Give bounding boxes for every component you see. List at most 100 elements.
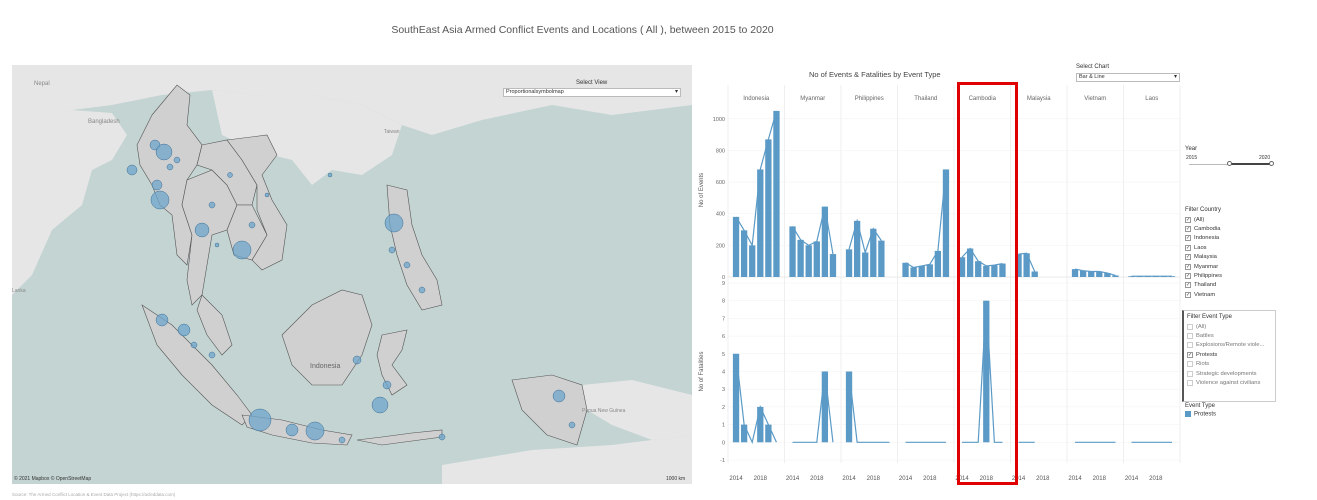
- event-type-option-label: Strategic developments: [1196, 370, 1257, 377]
- fatalities-bar: [740, 424, 748, 443]
- fatalities-y-tick: 6: [722, 334, 725, 340]
- vietnam: [226, 134, 288, 271]
- events-line: [735, 110, 778, 248]
- event-type-option[interactable]: ✓ Protests: [1187, 350, 1275, 359]
- event-type-option[interactable]: Explosions/Remote viole...: [1187, 341, 1275, 350]
- event-type-checkbox[interactable]: [1187, 361, 1193, 368]
- event-type-checkbox[interactable]: [1187, 323, 1193, 330]
- borneo: [281, 289, 373, 386]
- fatalities-y-tick: 0: [722, 440, 725, 446]
- legend-swatch: [1185, 411, 1191, 417]
- fatalities-bar: [983, 300, 990, 443]
- event-type-option[interactable]: (All): [1187, 322, 1275, 331]
- filter-country: Filter Country ✓ (All) ✓ Cambodia ✓ Indonesia…: [1185, 207, 1275, 300]
- label-taiwan: Taiwan: [384, 129, 400, 135]
- country-checkbox[interactable]: ✓: [1185, 244, 1191, 251]
- events-bar: [1088, 271, 1095, 277]
- events-bar: [1079, 270, 1087, 277]
- year-slider[interactable]: Year 2015 2020: [1185, 146, 1275, 166]
- country-header: Laos: [1145, 96, 1158, 102]
- country-header: Philippines: [855, 96, 884, 102]
- events-bar: [934, 250, 942, 277]
- events-bar: [821, 206, 829, 277]
- events-bar: [732, 216, 740, 277]
- philippines: [386, 184, 443, 311]
- map-canvas[interactable]: Nepal Bangladesh Taiwan Lanka Indonesia …: [12, 65, 692, 484]
- country-option[interactable]: ✓ Vietnam: [1185, 290, 1275, 299]
- select-chart-label: Select Chart: [1076, 64, 1110, 70]
- events-bar: [805, 245, 812, 277]
- event-type-option-label: Explosions/Remote viole...: [1196, 342, 1265, 349]
- events-bar: [1096, 271, 1103, 277]
- select-view-dropdown[interactable]: Proportionalsymbolmap: [503, 88, 681, 97]
- events-y-tick: 1000: [713, 117, 725, 123]
- country-option[interactable]: ✓ (All): [1185, 215, 1275, 224]
- country-header: Thailand: [914, 96, 937, 102]
- events-bar: [813, 241, 820, 277]
- year-slider-fill: [1231, 163, 1271, 165]
- year-slider-handle-end[interactable]: [1269, 161, 1274, 166]
- events-bar: [1168, 276, 1176, 277]
- events-bar: [966, 248, 974, 277]
- fatalities-line: [735, 353, 778, 445]
- country-option[interactable]: ✓ Myanmar: [1185, 262, 1275, 271]
- country-option-label: (All): [1194, 216, 1205, 223]
- events-bar: [870, 228, 877, 277]
- events-bar: [1104, 273, 1111, 277]
- year-slider-handle-start[interactable]: [1227, 161, 1232, 166]
- events-y-tick: 400: [716, 212, 725, 218]
- fatalities-y-tick: 1: [722, 423, 725, 429]
- events-bar: [1015, 254, 1022, 277]
- sulawesi: [376, 329, 408, 396]
- event-type-checkbox[interactable]: ✓: [1187, 351, 1193, 358]
- country-option[interactable]: ✓ Cambodia: [1185, 224, 1275, 233]
- country-option[interactable]: ✓ Philippines: [1185, 271, 1275, 280]
- x-tick-label: 2014: [842, 476, 856, 482]
- event-type-option[interactable]: Strategic developments: [1187, 369, 1275, 378]
- country-checkbox[interactable]: ✓: [1185, 291, 1191, 298]
- country-option[interactable]: ✓ Indonesia: [1185, 234, 1275, 243]
- country-checkbox[interactable]: ✓: [1185, 216, 1191, 223]
- country-checkbox[interactable]: ✓: [1185, 273, 1191, 280]
- country-header: Vietnam: [1084, 96, 1106, 102]
- events-bar: [740, 230, 748, 277]
- fatalities-y-tick: 4: [722, 370, 725, 376]
- events-fatalities-chart[interactable]: Indonesia Myanmar Philippines Thailand Cambo…: [695, 85, 1182, 485]
- x-tick-label: 2014: [1012, 476, 1026, 482]
- events-bar: [991, 265, 998, 277]
- proportional-symbol-map[interactable]: Nepal Bangladesh Taiwan Lanka Indonesia …: [12, 65, 692, 484]
- event-type-checkbox[interactable]: [1187, 342, 1193, 349]
- country-option-label: Vietnam: [1194, 291, 1216, 298]
- map-scale: 1000 km: [666, 476, 686, 482]
- event-type-option[interactable]: Battles: [1187, 331, 1275, 340]
- country-option[interactable]: ✓ Thailand: [1185, 281, 1275, 290]
- country-checkbox[interactable]: ✓: [1185, 282, 1191, 289]
- event-type-checkbox[interactable]: [1187, 380, 1193, 387]
- country-checkbox[interactable]: ✓: [1185, 226, 1191, 233]
- events-bar: [1031, 271, 1038, 277]
- select-chart-dropdown[interactable]: Bar & Line: [1076, 73, 1180, 82]
- event-type-checkbox[interactable]: [1187, 333, 1193, 340]
- events-y-tick: 800: [716, 148, 725, 154]
- event-type-checkbox[interactable]: [1187, 370, 1193, 377]
- country-checkbox[interactable]: ✓: [1185, 254, 1191, 261]
- country-option-label: Indonesia: [1194, 235, 1220, 242]
- country-checkbox[interactable]: ✓: [1185, 263, 1191, 270]
- country-option[interactable]: ✓ Laos: [1185, 243, 1275, 252]
- country-checkbox[interactable]: ✓: [1185, 235, 1191, 242]
- year-label: Year: [1185, 146, 1198, 152]
- events-bar: [845, 249, 853, 277]
- fatalities-y-tick: 7: [722, 316, 725, 322]
- events-y-tick: 200: [716, 243, 725, 249]
- chart-title: No of Events & Fatalities by Event Type: [809, 70, 941, 79]
- x-tick-label: 2014: [1125, 476, 1139, 482]
- events-bar: [853, 220, 861, 277]
- fatalities-y-tick: 2: [722, 405, 725, 411]
- events-bar: [789, 226, 796, 277]
- label-nepal: Nepal: [34, 81, 50, 87]
- events-axis-label: No of Events: [699, 173, 705, 207]
- country-option[interactable]: ✓ Malaysia: [1185, 253, 1275, 262]
- event-type-option[interactable]: Violence against civilians: [1187, 378, 1275, 387]
- events-bar: [902, 262, 909, 277]
- event-type-option[interactable]: Riots: [1187, 360, 1275, 369]
